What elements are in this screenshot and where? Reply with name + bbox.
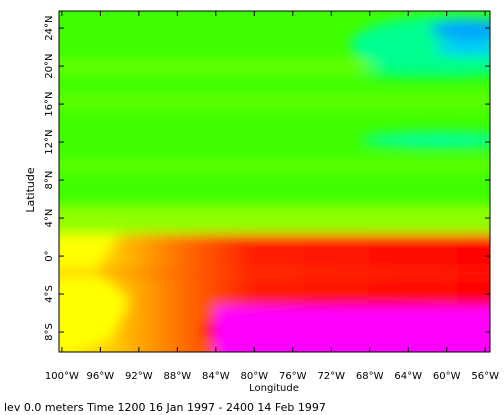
y-tick-label: 16°N (44, 91, 55, 116)
color-field (59, 11, 490, 352)
y-tick-label: 8°S (44, 323, 55, 341)
x-tick-label: 100°W (45, 371, 79, 382)
x-tick-label: 72°W (317, 371, 345, 382)
y-tick-label: 24°N (44, 15, 55, 40)
caption: lev 0.0 meters Time 1200 16 Jan 1997 - 2… (4, 401, 326, 414)
x-tick-label: 88°W (164, 371, 192, 382)
x-tick-label: 64°W (394, 371, 422, 382)
y-axis-title: Latitude (24, 167, 37, 213)
y-tick-label: 12°N (44, 129, 55, 154)
x-tick-label: 76°W (279, 371, 307, 382)
x-tick-label: 84°W (202, 371, 230, 382)
x-axis-title: Longitude (249, 383, 299, 394)
y-tick-label: 0° (44, 250, 55, 261)
x-tick-label: 68°W (356, 371, 384, 382)
y-tick-label: 20°N (44, 53, 55, 78)
y-tick-label: 8°N (44, 171, 55, 190)
x-tick-label: 96°W (87, 371, 115, 382)
x-tick-label: 60°W (433, 371, 461, 382)
x-tick-label: 92°W (125, 371, 153, 382)
x-tick-label: 80°W (240, 371, 268, 382)
x-tick-label: 56°W (471, 371, 499, 382)
plot-frame (58, 10, 491, 353)
y-tick-label: 4°N (44, 209, 55, 228)
y-tick-label: 4°S (44, 285, 55, 303)
